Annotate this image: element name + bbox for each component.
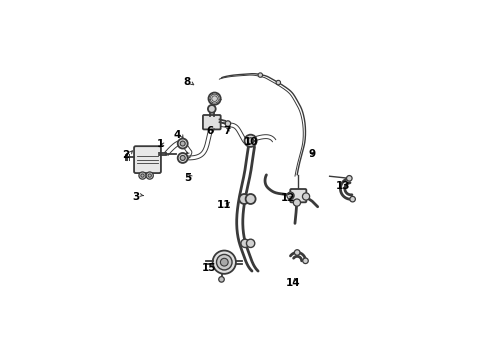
Circle shape — [286, 192, 293, 199]
Text: 7: 7 — [223, 126, 230, 135]
FancyBboxPatch shape — [290, 189, 305, 202]
Text: 8: 8 — [183, 77, 190, 87]
Circle shape — [293, 199, 300, 206]
Circle shape — [349, 196, 355, 202]
Circle shape — [148, 174, 151, 177]
Text: 5: 5 — [184, 173, 191, 183]
Text: 6: 6 — [206, 126, 214, 135]
Circle shape — [220, 258, 228, 266]
Circle shape — [302, 258, 307, 264]
Text: 9: 9 — [307, 149, 314, 159]
Circle shape — [246, 239, 254, 247]
Circle shape — [346, 176, 351, 181]
Circle shape — [212, 251, 235, 274]
Circle shape — [218, 276, 224, 282]
Text: 15: 15 — [202, 263, 216, 273]
Circle shape — [141, 174, 144, 177]
Circle shape — [139, 172, 146, 179]
Circle shape — [207, 105, 215, 113]
Text: 3: 3 — [132, 192, 139, 202]
Circle shape — [208, 93, 220, 105]
Circle shape — [302, 193, 309, 200]
Circle shape — [216, 255, 232, 270]
Circle shape — [258, 73, 262, 77]
Circle shape — [276, 80, 280, 85]
Text: 11: 11 — [217, 201, 231, 210]
Circle shape — [180, 141, 185, 146]
Circle shape — [146, 172, 153, 179]
Text: 4: 4 — [173, 130, 181, 140]
Circle shape — [245, 194, 255, 204]
Circle shape — [224, 121, 230, 126]
Circle shape — [177, 153, 187, 163]
Text: 14: 14 — [285, 278, 300, 288]
Text: 10: 10 — [243, 136, 257, 147]
Circle shape — [294, 250, 299, 255]
Circle shape — [241, 239, 249, 247]
Circle shape — [244, 135, 256, 147]
Circle shape — [247, 138, 253, 144]
FancyBboxPatch shape — [203, 115, 220, 129]
FancyBboxPatch shape — [134, 146, 161, 173]
Circle shape — [239, 194, 249, 204]
Circle shape — [180, 156, 185, 161]
Text: 2: 2 — [122, 150, 129, 161]
Circle shape — [177, 139, 187, 149]
Text: 1: 1 — [157, 139, 164, 149]
Text: 13: 13 — [336, 181, 350, 191]
Text: 12: 12 — [280, 193, 295, 203]
